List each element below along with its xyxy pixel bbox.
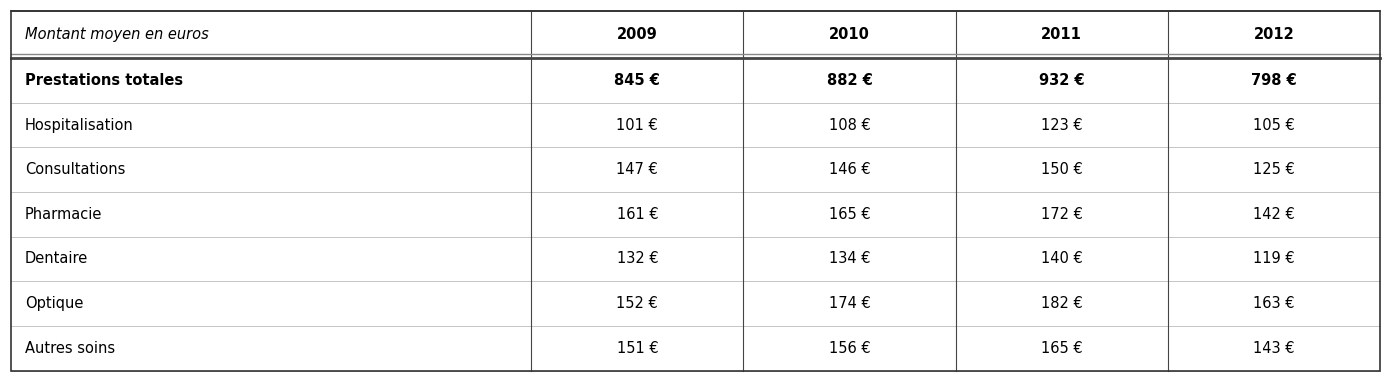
Text: 163 €: 163 € — [1253, 296, 1295, 311]
Text: 156 €: 156 € — [829, 341, 871, 356]
Text: Autres soins: Autres soins — [25, 341, 115, 356]
Text: Pharmacie: Pharmacie — [25, 207, 103, 222]
Text: 2011: 2011 — [1042, 27, 1082, 42]
Text: 172 €: 172 € — [1040, 207, 1082, 222]
Text: 174 €: 174 € — [829, 296, 871, 311]
Text: 119 €: 119 € — [1253, 251, 1295, 267]
Text: 123 €: 123 € — [1040, 118, 1082, 133]
Text: 165 €: 165 € — [829, 207, 871, 222]
Text: 143 €: 143 € — [1253, 341, 1295, 356]
Text: 101 €: 101 € — [616, 118, 658, 133]
Text: 105 €: 105 € — [1253, 118, 1295, 133]
Text: 140 €: 140 € — [1040, 251, 1082, 267]
Text: Consultations: Consultations — [25, 162, 125, 177]
Text: 932 €: 932 € — [1039, 73, 1085, 88]
Text: 2009: 2009 — [618, 27, 658, 42]
Text: 2010: 2010 — [829, 27, 869, 42]
Text: 147 €: 147 € — [616, 162, 658, 177]
Text: 146 €: 146 € — [829, 162, 871, 177]
Text: Montant moyen en euros: Montant moyen en euros — [25, 27, 209, 42]
Text: 132 €: 132 € — [616, 251, 658, 267]
Text: 2012: 2012 — [1253, 27, 1294, 42]
Text: Optique: Optique — [25, 296, 83, 311]
Text: 165 €: 165 € — [1040, 341, 1082, 356]
Text: 108 €: 108 € — [829, 118, 871, 133]
Text: Dentaire: Dentaire — [25, 251, 88, 267]
Text: 125 €: 125 € — [1253, 162, 1295, 177]
Text: 151 €: 151 € — [616, 341, 658, 356]
Text: Prestations totales: Prestations totales — [25, 73, 184, 88]
Text: 182 €: 182 € — [1040, 296, 1082, 311]
Text: 150 €: 150 € — [1040, 162, 1082, 177]
Text: 798 €: 798 € — [1251, 73, 1296, 88]
Text: 882 €: 882 € — [826, 73, 872, 88]
Text: 134 €: 134 € — [829, 251, 871, 267]
Text: 845 €: 845 € — [615, 73, 661, 88]
Text: 152 €: 152 € — [616, 296, 658, 311]
Text: Hospitalisation: Hospitalisation — [25, 118, 134, 133]
Text: 161 €: 161 € — [616, 207, 658, 222]
Text: 142 €: 142 € — [1253, 207, 1295, 222]
